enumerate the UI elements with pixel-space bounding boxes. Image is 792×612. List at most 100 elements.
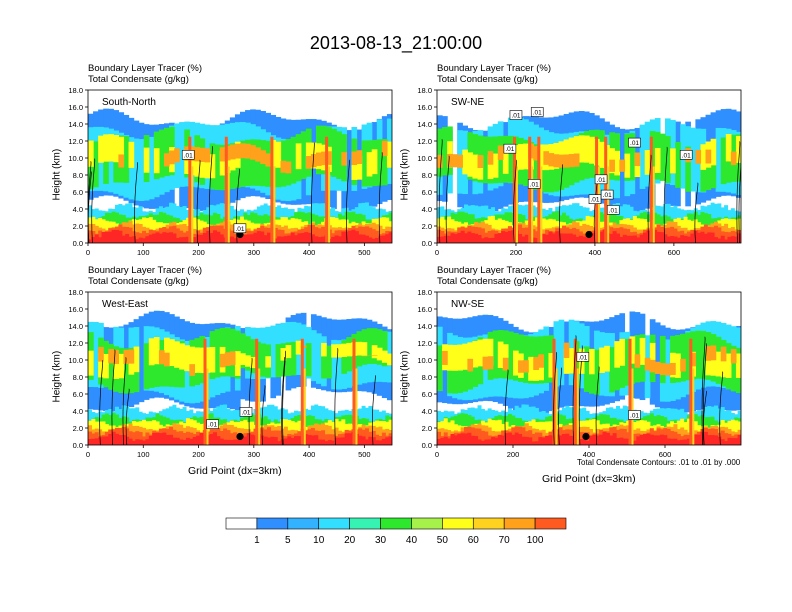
panel4-ytick-label: 6.0 xyxy=(422,390,432,399)
panel2-field xyxy=(437,90,741,243)
panel2-ytick-label: 0.0 xyxy=(422,239,432,248)
panel4-ytick-label: 16.0 xyxy=(417,305,432,314)
panel3-xtick-label: 0 xyxy=(86,450,90,459)
contour-label: .01 xyxy=(505,146,514,153)
panel2-ytick-label: 12.0 xyxy=(417,137,432,146)
panel2-ytick-label: 14.0 xyxy=(417,120,432,129)
panel2-ytick-label: 6.0 xyxy=(422,188,432,197)
colorbar-swatch xyxy=(225,517,258,530)
panel3-ytick-label: 2.0 xyxy=(73,424,83,433)
colorbar-swatch xyxy=(503,517,536,530)
panel4-ytick-label: 12.0 xyxy=(417,339,432,348)
panel2-frame xyxy=(436,89,742,244)
panel2-xtick-label: 0 xyxy=(435,248,439,257)
colorbar-tick-label: 40 xyxy=(405,535,418,546)
panel2-field2: Total Condensate (g/kg) xyxy=(437,74,538,85)
panel3-ytick-label: 6.0 xyxy=(73,390,83,399)
contour-label-box xyxy=(509,110,523,120)
contour-label: .01 xyxy=(208,422,217,429)
panel3-field1: Boundary Layer Tracer (%) xyxy=(88,265,203,276)
contour-label-box xyxy=(527,179,541,189)
colorbar-swatch xyxy=(411,517,443,530)
panel4-ytick-label: 18.0 xyxy=(417,288,432,297)
contour-label-box xyxy=(594,174,608,185)
panel4-xtick-label: 400 xyxy=(583,450,596,459)
panel3-xlabel: Grid Point (dx=3km) xyxy=(188,465,282,477)
panel3-location-marker xyxy=(236,432,244,441)
contour-label: .01 xyxy=(235,226,244,233)
panel3-xtick-label: 400 xyxy=(303,450,316,459)
panel1-frame xyxy=(87,89,393,244)
panel4-ytick-label: 4.0 xyxy=(422,407,432,416)
contour-label: .01 xyxy=(533,109,542,116)
panel1-field2: Total Condensate (g/kg) xyxy=(88,74,189,85)
panel1-xtick-label: 0 xyxy=(86,248,90,257)
contour-label-box xyxy=(239,407,253,417)
colorbar-tick-label: 10 xyxy=(313,535,325,546)
panel4-ytick-label: 0.0 xyxy=(422,441,432,450)
contour-label: .01 xyxy=(511,113,520,120)
figure-title: 2013-08-13_21:00:00 xyxy=(309,33,483,53)
panel3-ytick-label: 14.0 xyxy=(68,322,83,331)
panel4-field2: Total Condensate (g/kg) xyxy=(437,276,538,287)
panel1-xtick-label: 200 xyxy=(192,248,205,257)
contour-label-box xyxy=(628,137,641,148)
contour-label-box xyxy=(679,150,693,160)
contour-label-box xyxy=(606,205,620,215)
panel1-xtick-label: 100 xyxy=(137,248,150,257)
panel4-field xyxy=(437,292,741,445)
panel3-ytick-label: 18.0 xyxy=(68,288,83,297)
colorbar-swatch xyxy=(472,517,505,530)
panel2-location-marker xyxy=(585,230,593,239)
panel2-ytick-label: 10.0 xyxy=(417,154,432,163)
panel2-ytick-label: 16.0 xyxy=(417,103,432,112)
panel4-label-bg xyxy=(445,295,486,310)
contour-label: .01 xyxy=(530,181,539,188)
panel3-xtick-label: 200 xyxy=(192,450,205,459)
panel3-ytick-label: 10.0 xyxy=(68,356,83,365)
panel2-ytick-label: 8.0 xyxy=(422,171,432,180)
panel3-xtick-label: 300 xyxy=(248,450,261,459)
colorbar-swatch xyxy=(256,517,289,530)
panel2-ytick-label: 18.0 xyxy=(417,86,432,95)
panel2-field1: Boundary Layer Tracer (%) xyxy=(437,63,552,74)
panel1-xtick-label: 400 xyxy=(303,248,316,257)
panel3-label-bg xyxy=(96,295,162,310)
contour-label: .01 xyxy=(184,152,193,159)
panel2-label-bg xyxy=(445,93,486,108)
panel1-field xyxy=(88,90,392,243)
contour-label: .01 xyxy=(578,354,587,361)
panel2-label: SW-NE xyxy=(451,97,484,108)
contour-label-box xyxy=(628,410,641,420)
panel2-ytick-label: 2.0 xyxy=(422,222,432,231)
panel4-label: NW-SE xyxy=(451,299,484,310)
contour-label: .01 xyxy=(630,140,639,147)
colorbar-tick-label: 30 xyxy=(374,535,387,546)
panel4-xtick-label: 600 xyxy=(659,450,672,459)
contour-label: .01 xyxy=(603,192,612,199)
panel1-ytick-label: 8.0 xyxy=(73,171,83,180)
colorbar-tick-label: 100 xyxy=(526,535,544,546)
colorbar-tick-label: 60 xyxy=(467,535,479,546)
contour-label: .01 xyxy=(597,177,606,184)
colorbar-swatch xyxy=(380,517,412,530)
contour-label: .01 xyxy=(609,207,618,214)
panel3-field xyxy=(88,292,392,445)
colorbar-swatch xyxy=(349,517,381,530)
colorbar-swatch xyxy=(318,517,350,530)
panel3-ytick-label: 0.0 xyxy=(73,441,83,450)
colorbar-swatch xyxy=(442,517,474,530)
panel1-ytick-label: 10.0 xyxy=(68,154,83,163)
colorbar-tick-label: 5 xyxy=(285,535,291,546)
contour-label-box xyxy=(206,419,219,429)
contour-label-box xyxy=(233,223,247,234)
panel3-xtick-label: 100 xyxy=(137,450,150,459)
panel4-ytick-label: 10.0 xyxy=(417,356,432,365)
panel1-label: South-North xyxy=(102,97,156,108)
panel1-ytick-label: 6.0 xyxy=(73,188,83,197)
panel3-ytick-label: 8.0 xyxy=(73,373,83,382)
contour-note: Total Condensate Contours: .01 to .01 by… xyxy=(577,458,741,467)
panel1-xtick-label: 500 xyxy=(358,248,371,257)
panel4-xlabel: Grid Point (dx=3km) xyxy=(542,473,636,485)
panel3-label: West-East xyxy=(102,299,148,310)
